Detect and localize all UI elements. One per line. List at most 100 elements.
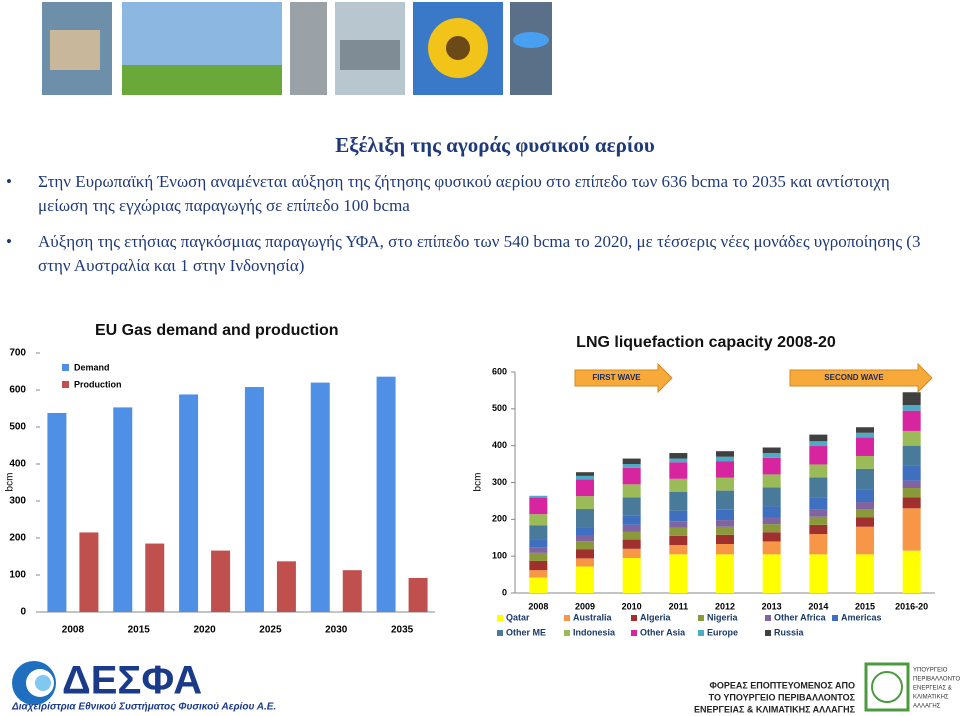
bar-segment [762, 541, 781, 555]
legend-label: Europe [707, 627, 738, 637]
ministry-line: ΠΕΡΙΒΑΛΛΟΝΤΟΣ [913, 677, 960, 683]
bar-segment [902, 445, 921, 466]
y-axis-label: bcm [5, 473, 16, 492]
bar-segment [622, 515, 641, 525]
bar [408, 577, 428, 612]
x-tick-label: 2015 [128, 625, 151, 636]
x-tick-label: 2012 [715, 601, 735, 611]
bar-segment [529, 577, 548, 593]
y-tick-label: 200 [492, 514, 507, 524]
y-tick-label: 200 [9, 533, 26, 544]
y-tick-label: 700 [9, 348, 26, 359]
y-tick-label: 400 [9, 459, 26, 470]
bar-segment [902, 410, 921, 431]
bar-segment [902, 508, 921, 551]
bar-segment [902, 497, 921, 509]
legend-swatch [62, 381, 69, 388]
x-tick-label: 2020 [193, 625, 216, 636]
x-tick-label: 2009 [575, 601, 595, 611]
bar-segment [856, 502, 874, 510]
x-tick-label: 2013 [762, 601, 782, 611]
bar-segment [576, 472, 594, 476]
legend-swatch [698, 630, 704, 636]
bar-segment [529, 514, 548, 526]
bar-segment [856, 509, 874, 518]
logo-text: ΔΕΣΦΑ [62, 659, 202, 703]
bar-segment [716, 451, 734, 457]
y-tick-label: 500 [492, 403, 507, 413]
bar-segment [716, 461, 734, 478]
bar-segment [762, 487, 781, 507]
y-tick-label: 0 [502, 587, 507, 597]
bar-segment [856, 427, 874, 433]
bullet: Στην Ευρωπαϊκή Ένωση αναμένεται αύξηση τ… [6, 170, 940, 218]
x-tick-label: 2025 [259, 625, 282, 636]
bar-segment [762, 453, 781, 458]
bar-segment [669, 458, 688, 463]
y-tick-label: 100 [9, 570, 26, 581]
x-tick-label: 2015 [855, 601, 875, 611]
legend-swatch [497, 615, 503, 621]
bar-segment [902, 488, 921, 498]
bar-segment [856, 554, 874, 593]
legend-swatch [765, 615, 771, 621]
legend-label: Other Asia [640, 627, 686, 637]
bar-segment [622, 548, 641, 559]
legend-label: Americas [841, 612, 882, 622]
bar-segment [716, 520, 734, 527]
legend-swatch [564, 630, 570, 636]
bar-segment [762, 532, 781, 542]
legend-swatch [832, 615, 838, 621]
bar [113, 407, 133, 612]
y-tick-label: 600 [9, 385, 26, 396]
bar-segment [669, 527, 688, 536]
y-tick-label: 300 [492, 477, 507, 487]
bar-segment [809, 434, 828, 442]
legend-swatch [765, 630, 771, 636]
y-tick-label: 600 [492, 366, 507, 376]
bar-segment [622, 558, 641, 593]
x-tick-label: 2016-20 [895, 601, 928, 611]
bar-segment [902, 430, 921, 446]
bar-segment [622, 458, 641, 465]
bullet-list: Στην Ευρωπαϊκή Ένωση αναμένεται αύξηση τ… [0, 170, 940, 290]
bar-segment [809, 509, 828, 517]
bar [179, 394, 199, 612]
bar-segment [762, 506, 781, 518]
bar-segment [809, 534, 828, 555]
bar-segment [669, 554, 688, 593]
bar-segment [856, 455, 874, 469]
x-tick-label: 2011 [669, 601, 689, 611]
bar-segment [809, 554, 828, 593]
ministry-line: ΕΝΕΡΓΕΙΑΣ & [913, 686, 952, 692]
bar-segment [529, 497, 548, 515]
supervisor-line: ΦΟΡΕΑΣ ΕΠΟΠΤΕΥΟΜΕΝΟΣ ΑΠΟ [709, 680, 855, 690]
bar-segment [716, 490, 734, 510]
bar-segment [622, 531, 641, 540]
header-photos [42, 2, 552, 95]
bar-segment [576, 549, 594, 559]
bar-segment [902, 392, 921, 406]
x-tick-label: 2035 [391, 625, 414, 636]
legend-label: Russia [774, 627, 805, 637]
legend-label: Production [74, 379, 122, 389]
bar-segment [809, 464, 828, 478]
y-tick-label: 300 [9, 496, 26, 507]
bar-segment [902, 465, 921, 481]
bar-segment [809, 516, 828, 525]
legend-swatch [564, 615, 570, 621]
bar-segment [856, 489, 874, 503]
bar-segment [809, 524, 828, 535]
bar-segment [716, 544, 734, 555]
bar-segment [622, 464, 641, 468]
bar-segment [576, 475, 594, 480]
bar-segment [529, 539, 548, 548]
bar-segment [716, 509, 734, 521]
bullet: Αύξηση της ετήσιας παγκόσμιας παραγωγής … [6, 230, 940, 278]
y-axis-label: bcm [473, 473, 484, 492]
bar-segment [529, 547, 548, 553]
bar-segment [669, 453, 688, 459]
bar-segment [716, 456, 734, 462]
